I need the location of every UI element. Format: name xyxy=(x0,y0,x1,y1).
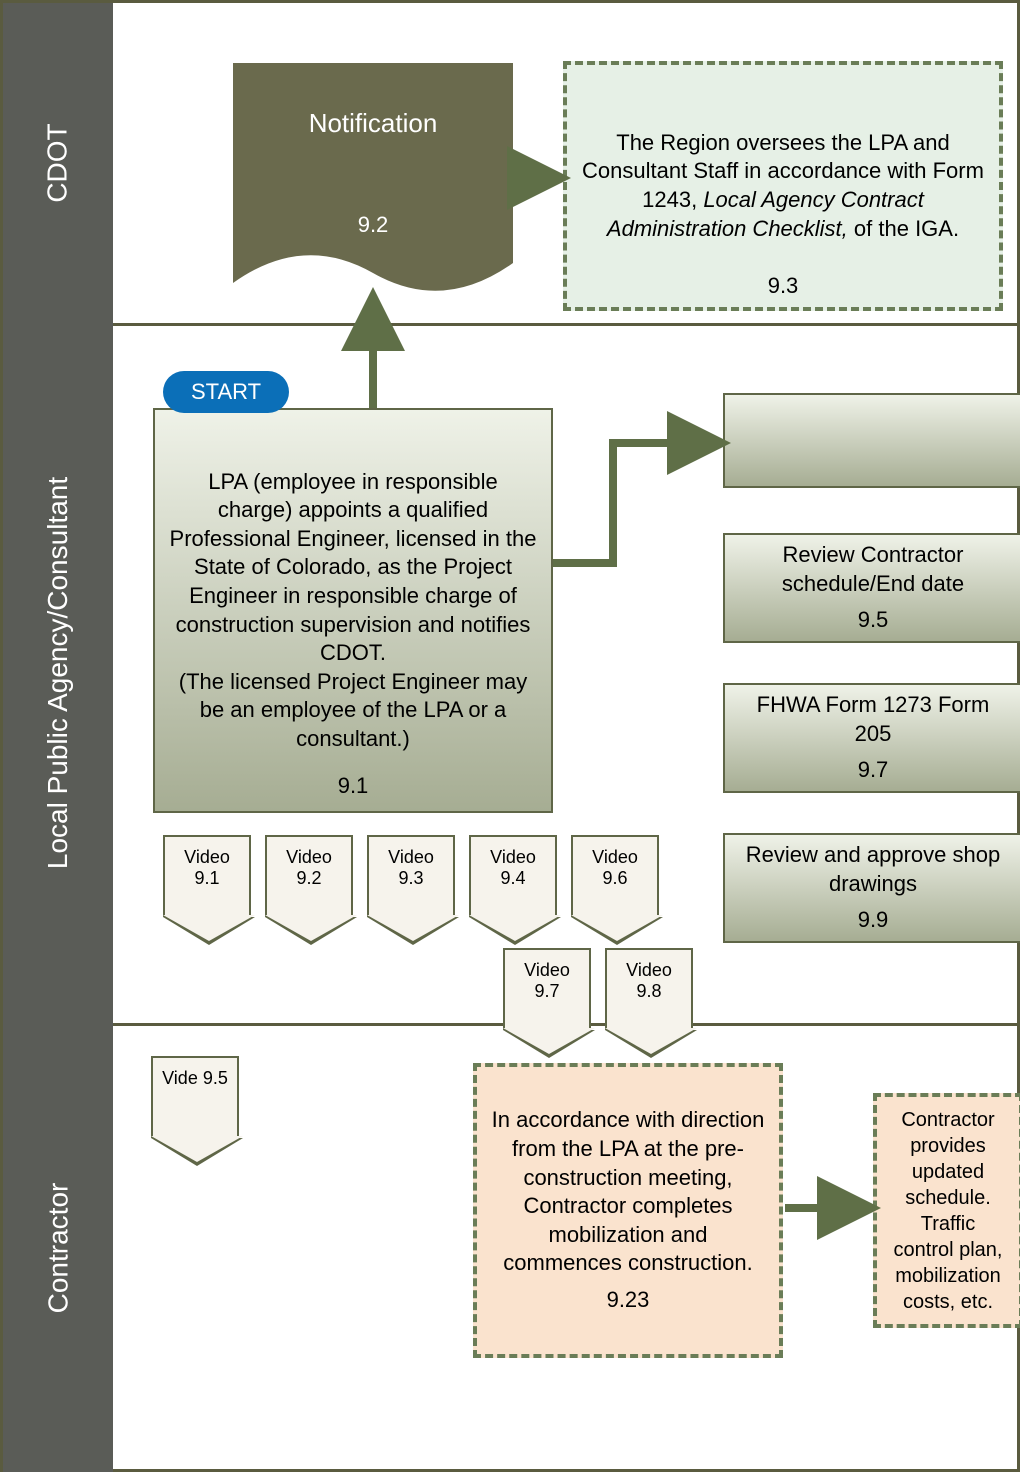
video-tag[interactable]: Video 9.4 xyxy=(469,835,557,917)
node-shop-drawings: Review and approve shop drawings 9.9 xyxy=(723,833,1020,943)
node-ref: 9.23 xyxy=(607,1286,650,1315)
node-text: In accordance with direction from the LP… xyxy=(491,1106,765,1278)
node-text: LPA (employee in responsible charge) app… xyxy=(169,468,537,754)
node-text: Contractor provides updated schedule. Tr… xyxy=(891,1107,1005,1315)
node-lpa-appoints: LPA (employee in responsible charge) app… xyxy=(153,408,553,813)
node-review-schedule: Review Contractor schedule/End date 9.5 xyxy=(723,533,1020,643)
node-contractor-schedule: Contractor provides updated schedule. Tr… xyxy=(873,1093,1020,1328)
node-text: Review and approve shop drawings xyxy=(739,841,1007,898)
node-region-oversees: The Region oversees the LPA and Consulta… xyxy=(563,61,1003,311)
node-ref: 9.3 xyxy=(768,272,799,301)
video-tag[interactable]: Video 9.2 xyxy=(265,835,353,917)
node-ref: 9.1 xyxy=(338,772,369,801)
node-title: Notification xyxy=(309,107,438,141)
node-text: Review Contractor schedule/End date xyxy=(739,541,1007,598)
node-ref: 9.2 xyxy=(358,211,389,240)
video-tag[interactable]: Video 9.3 xyxy=(367,835,455,917)
node-contractor-mobilization: In accordance with direction from the LP… xyxy=(473,1063,783,1358)
lane-label-cdot: CDOT xyxy=(3,3,113,323)
video-tag[interactable]: Video 9.1 xyxy=(163,835,251,917)
node-text: The Region oversees the LPA and Consulta… xyxy=(581,129,985,243)
lane-divider-lpa xyxy=(3,323,1017,326)
lane-label-contractor: Contractor xyxy=(3,1023,113,1472)
node-ref: 9.5 xyxy=(858,606,889,635)
video-tag[interactable]: Video 9.6 xyxy=(571,835,659,917)
node-notification: Notification 9.2 xyxy=(233,63,513,273)
start-badge: START xyxy=(163,371,289,413)
lane-label-lpa: Local Public Agency/Consultant xyxy=(3,323,113,1023)
node-right-blank xyxy=(723,393,1020,488)
node-fhwa-forms: FHWA Form 1273 Form 205 9.7 xyxy=(723,683,1020,793)
video-tag[interactable]: Video 9.7 xyxy=(503,948,591,1030)
video-tag[interactable]: Vide 9.5 xyxy=(151,1056,239,1138)
video-tag[interactable]: Video 9.8 xyxy=(605,948,693,1030)
node-ref: 9.9 xyxy=(858,906,889,935)
node-ref: 9.7 xyxy=(858,756,889,785)
node-text: FHWA Form 1273 Form 205 xyxy=(739,691,1007,748)
swimlane-diagram: CDOT Local Public Agency/Consultant Cont… xyxy=(0,0,1020,1472)
